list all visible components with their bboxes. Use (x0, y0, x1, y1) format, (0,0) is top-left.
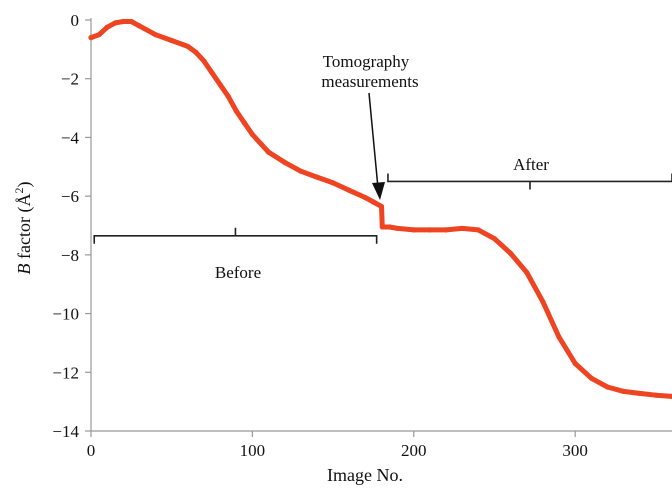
y-tick-label: −2 (61, 70, 79, 89)
data-point (217, 81, 223, 88)
y-tick-label: −14 (52, 422, 79, 441)
data-point (209, 70, 215, 76)
before-label: Before (215, 263, 261, 282)
data-point (362, 195, 368, 201)
arrow-head (372, 182, 385, 200)
data-point (475, 227, 481, 233)
data-point (136, 23, 143, 29)
data-point (378, 203, 385, 210)
annotation-brackets (93, 173, 672, 244)
data-point (88, 35, 94, 41)
x-tick-label: 0 (87, 441, 96, 460)
data-point (411, 227, 417, 233)
y-axis-title-italic: B (14, 263, 34, 274)
data-point (112, 20, 118, 26)
data-point (120, 18, 126, 25)
data-point (169, 37, 175, 44)
after-label: After (513, 155, 549, 174)
data-point (96, 32, 102, 38)
data-point (265, 149, 272, 155)
x-tick-label: 200 (401, 441, 427, 460)
data-point (298, 168, 304, 174)
data-point (241, 120, 247, 126)
tomography-label-line2: measurements (321, 72, 418, 91)
data-point (459, 225, 465, 232)
data-point (152, 32, 159, 38)
data-point (443, 227, 449, 233)
y-tick-label: −8 (61, 246, 79, 265)
y-axis-title-superscript: 2 (12, 188, 26, 194)
data-point (540, 299, 546, 305)
x-axis-title: Image No. (327, 465, 403, 485)
data-point (193, 49, 199, 55)
data-point (588, 375, 594, 381)
y-tick-label: −12 (52, 363, 79, 382)
data-point (370, 199, 377, 205)
data-point (282, 159, 288, 165)
series-group (88, 18, 672, 399)
data-point (637, 390, 643, 397)
data-point (620, 388, 627, 394)
y-axis-title: B factor (Å2) (12, 182, 35, 275)
data-point (249, 131, 255, 138)
data-point (572, 360, 578, 367)
y-axis-title-text: factor (Å (14, 194, 35, 264)
data-point (233, 108, 239, 114)
data-point (508, 250, 514, 256)
y-tick-label: 0 (71, 11, 80, 30)
data-point (653, 392, 659, 398)
data-point (386, 224, 393, 230)
data-point (395, 225, 401, 232)
tomography-label-line1: Tomography (323, 52, 410, 71)
data-point (225, 93, 231, 99)
data-point (104, 24, 110, 30)
data-point (669, 393, 672, 399)
y-tick-label: −4 (61, 128, 80, 147)
x-tick-label: 100 (240, 441, 266, 460)
data-point (379, 224, 385, 230)
data-point (427, 227, 433, 233)
x-tick-label: 300 (562, 441, 588, 460)
y-axis-ticks: 0 −2 −4 −6 −8 −10 −12 −14 (52, 11, 91, 441)
y-axis-title-close: ) (14, 182, 35, 188)
y-tick-label: −6 (61, 187, 79, 206)
data-point (346, 187, 352, 193)
data-point (314, 174, 320, 180)
after-bracket (387, 173, 672, 190)
data-point (128, 18, 134, 25)
data-point (524, 269, 530, 276)
data-point (185, 43, 191, 50)
data-point (330, 180, 336, 186)
data-point (201, 58, 207, 64)
y-tick-label: −10 (52, 305, 79, 324)
x-axis-ticks: 0 100 200 300 (87, 431, 588, 460)
before-bracket (93, 227, 378, 244)
data-point (556, 334, 562, 340)
data-point (604, 384, 611, 390)
arrow-shaft (368, 92, 379, 189)
data-point (491, 236, 498, 242)
tomography-arrow (368, 92, 385, 200)
